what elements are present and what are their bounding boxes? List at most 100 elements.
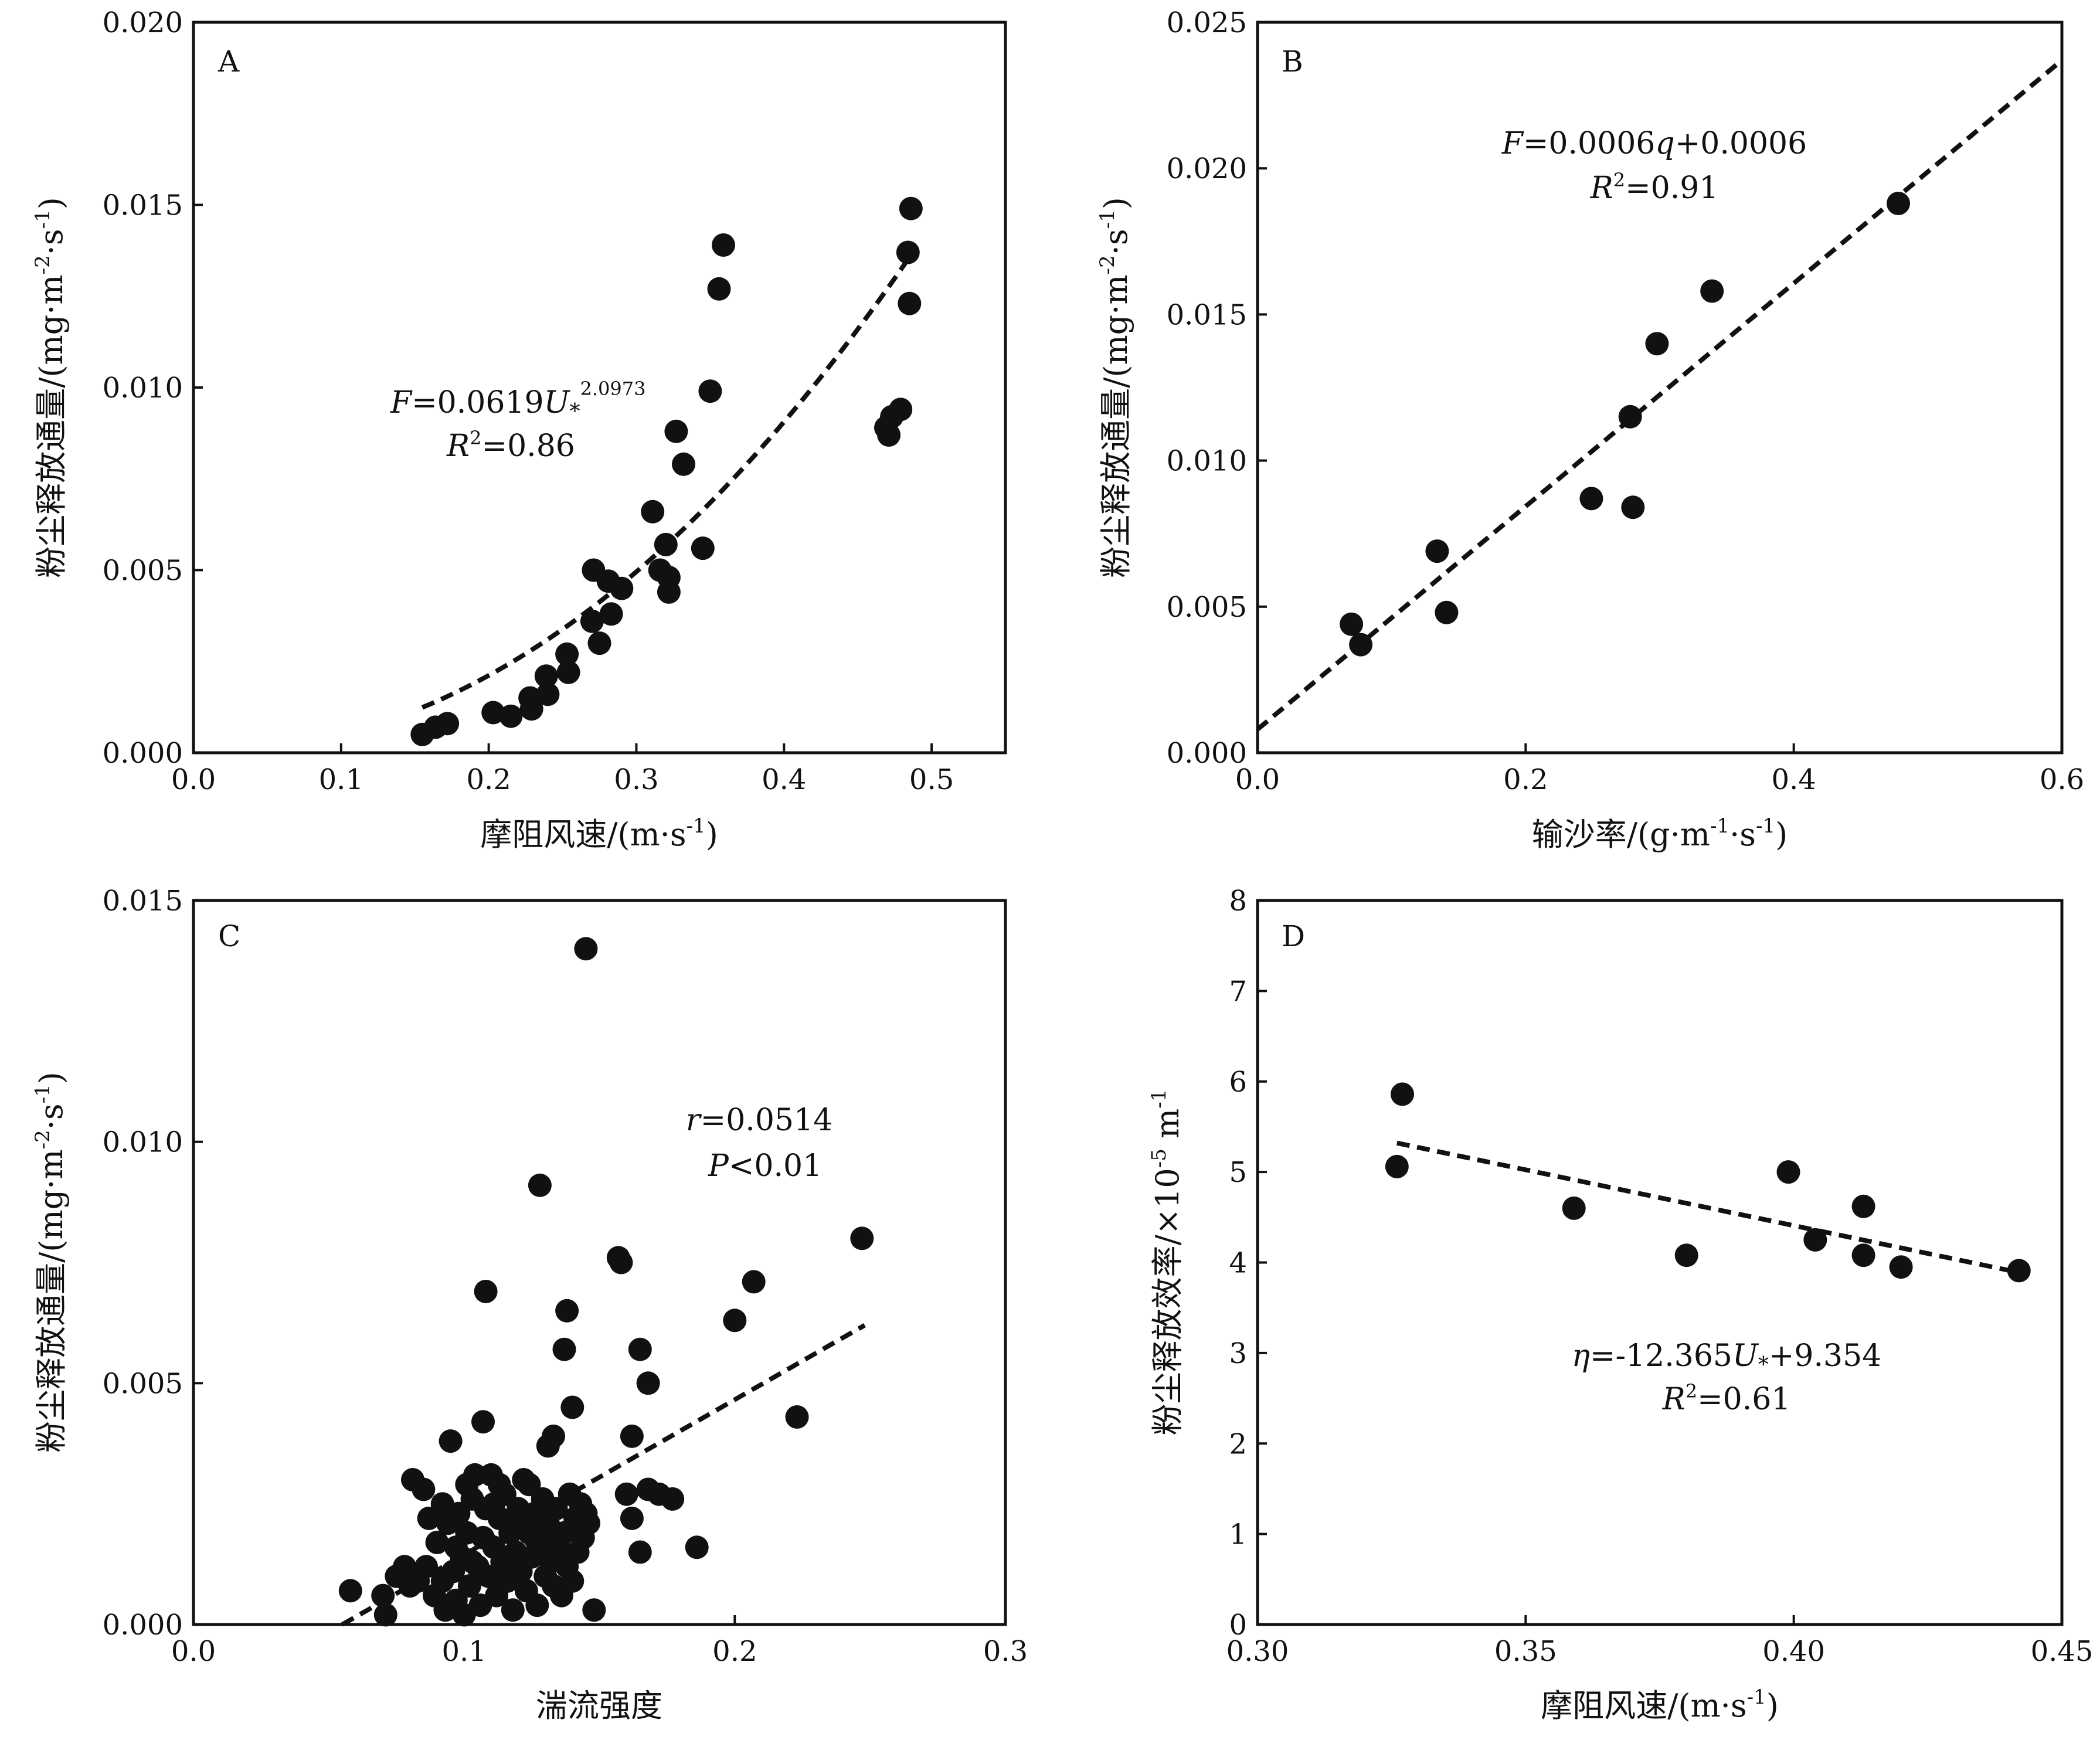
panel-c-data-point: [455, 1473, 479, 1497]
panel-a-xtick-label: 0.1: [319, 763, 363, 796]
panel-c-data-point: [628, 1540, 652, 1564]
panel-c-data-point: [504, 1516, 528, 1540]
panel-c-ytick-label: 0.000: [103, 1609, 183, 1642]
panel-d-data-point: [1562, 1196, 1586, 1220]
panel-a-ytick-label: 0.020: [103, 6, 183, 39]
panel-b-ylabel: 粉尘释放通量/(mg·m-2·s-1): [1096, 197, 1134, 578]
panel-a-data-point: [657, 580, 681, 604]
panel-d-ytick-label: 5: [1229, 1156, 1247, 1189]
panel-a-data-point: [691, 536, 715, 560]
panel-a-data-point: [899, 196, 923, 220]
panel-d-fit: [1396, 1140, 2020, 1275]
panel-d-data-point: [1851, 1194, 1875, 1218]
panel-c-data-point: [414, 1555, 438, 1579]
panel-b-xlabel: 输沙率/(g·m-1·s-1): [1532, 814, 1788, 853]
panel-a-data-point: [534, 664, 558, 688]
panel-c-fit: [341, 1323, 866, 1627]
panel-d-ytick-label: 2: [1229, 1428, 1247, 1460]
panel-d-data-point: [1851, 1243, 1875, 1267]
panel-b-xtick-label: 0.2: [1503, 763, 1548, 796]
panel-d-data-point: [2007, 1259, 2031, 1283]
panel-c-data-point: [412, 1477, 436, 1501]
panel-a-xtick-label: 0.3: [614, 763, 658, 796]
panel-a-ticks: 0.0 0.1 0.2 0.3 0.4 0.5 0.000 0.005 0.010 0.015 0.…: [103, 6, 954, 796]
panel-c-data-point: [609, 1250, 633, 1275]
panel-c-data-point: [723, 1309, 747, 1333]
panel-a-data-point: [519, 697, 543, 721]
panel-a-data-point: [556, 660, 580, 684]
panel-a-data-point: [877, 423, 901, 447]
panel-c-points: [338, 937, 874, 1627]
panel-c-data-point: [474, 1279, 498, 1303]
panel-b-data-point: [1349, 633, 1373, 657]
panel-d-ticks: 0.30 0.35 0.40 0.45 0 1 2 3 4 5 6 7 8: [1226, 885, 2094, 1668]
panel-d-ylabel: 粉尘释放效率/×10-5 m-1: [1147, 1089, 1186, 1436]
panel-b-fit: [1256, 58, 2064, 732]
panel-b-equation: F=0.0006q+0.0006: [1501, 126, 1807, 161]
panel-b-ytick-label: 0.015: [1167, 298, 1247, 331]
panel-a-fit: [421, 256, 912, 710]
panel-a-xlabel: 摩阻风速/(m·s-1): [480, 814, 718, 853]
panel-c-data-point: [482, 1492, 506, 1516]
panel-a-data-point: [536, 682, 560, 706]
panel-c-data-point: [552, 1337, 576, 1361]
panel-c: 0.0 0.1 0.2 0.3 0.000 0.005 0.010 0.015 C r=0.0…: [31, 885, 1028, 1724]
panel-a-data-point: [436, 712, 460, 736]
panel-b-ytick-label: 0.000: [1167, 737, 1247, 770]
panel-a-data-point: [641, 499, 665, 524]
panel-c-data-point: [636, 1477, 660, 1501]
panel-d-xtick-label: 0.40: [1762, 1635, 1825, 1668]
panel-c-data-point: [636, 1371, 660, 1395]
panel-c-data-point: [439, 1429, 463, 1453]
panel-d-data-point: [1674, 1243, 1698, 1267]
panel-c-data-point: [785, 1405, 809, 1429]
panel-c-data-point: [582, 1598, 606, 1622]
panel-b-letter: B: [1282, 45, 1303, 79]
panel-a-data-point: [698, 379, 722, 403]
panel-b-data-point: [1621, 495, 1645, 519]
panel-d-data-point: [1391, 1082, 1414, 1106]
panel-c-data-point: [525, 1593, 549, 1617]
panel-c-data-point: [373, 1603, 397, 1627]
panel-c-data-point: [528, 1173, 552, 1197]
panel-c-xtick-label: 0.0: [171, 1635, 216, 1668]
panel-c-data-point: [425, 1531, 449, 1554]
panel-c-data-point: [628, 1337, 652, 1361]
panel-a-ytick-label: 0.005: [103, 555, 183, 587]
panel-a-data-point: [599, 602, 623, 626]
panel-c-data-point: [542, 1531, 565, 1554]
panel-c-data-point: [560, 1395, 585, 1419]
panel-b-data-point: [1340, 612, 1364, 636]
panel-a-ytick-label: 0.015: [103, 189, 183, 222]
panel-c-data-point: [457, 1574, 481, 1598]
panel-b-data-point: [1700, 279, 1724, 303]
panel-b-xtick-label: 0.4: [1771, 763, 1816, 796]
panel-a-fit-line: [421, 256, 912, 710]
panel-a-xtick-label: 0.0: [171, 763, 216, 796]
panel-c-data-point: [501, 1598, 525, 1622]
panel-b-data-point: [1887, 192, 1910, 215]
panel-c-ytick-label: 0.015: [103, 885, 183, 917]
panel-b-ytick-label: 0.025: [1167, 6, 1247, 39]
panel-d: 0.30 0.35 0.40 0.45 0 1 2 3 4 5 6 7 8 D η=-12.365U*+…: [1147, 885, 2093, 1724]
panel-a-data-point: [654, 532, 678, 556]
panel-b-ytick-label: 0.020: [1167, 152, 1247, 185]
panel-c-data-point: [444, 1535, 468, 1559]
panel-a-xtick-label: 0.4: [762, 763, 806, 796]
panel-d-fit-line: [1396, 1140, 2020, 1275]
panel-d-data-point: [1803, 1228, 1827, 1252]
panel-c-xtick-label: 0.2: [712, 1635, 757, 1668]
panel-c-data-point: [614, 1482, 638, 1506]
panel-b-data-point: [1425, 539, 1449, 563]
panel-c-equation: r=0.0514: [686, 1103, 832, 1138]
panel-a-data-point: [555, 642, 579, 666]
panel-a-xtick-label: 0.2: [466, 763, 511, 796]
panel-c-frame: [192, 899, 1007, 1626]
panel-b-points: [1340, 192, 1910, 657]
panel-c-data-point: [850, 1226, 874, 1250]
panel-b-data-point: [1618, 405, 1642, 429]
panel-a-xtick-label: 0.5: [909, 763, 954, 796]
panel-c-xlabel: 湍流强度: [536, 1687, 662, 1724]
panel-d-ytick-label: 6: [1229, 1066, 1247, 1099]
